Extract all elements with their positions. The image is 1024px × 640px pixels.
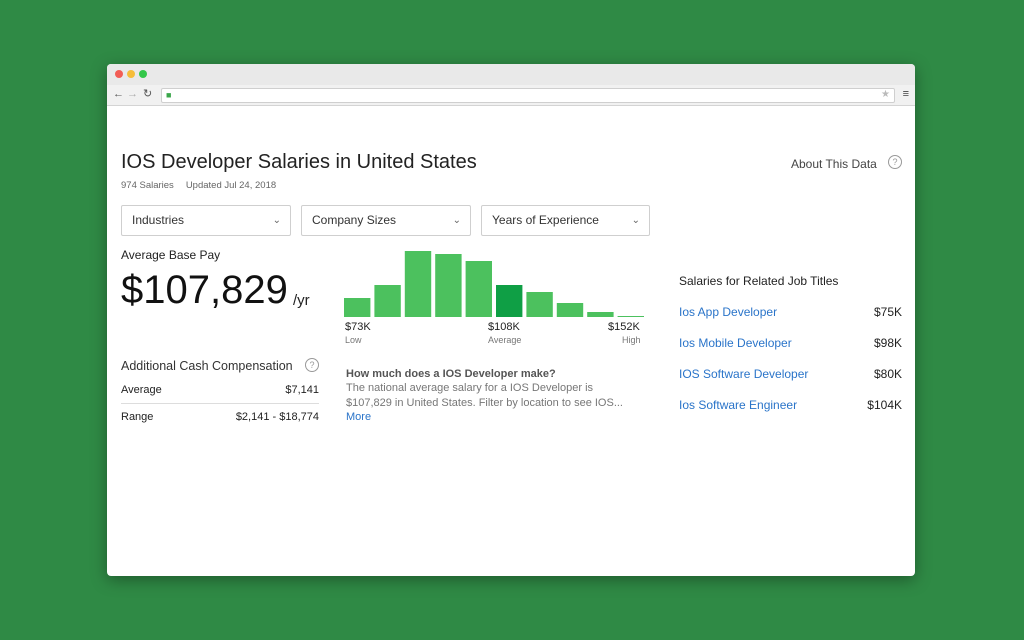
browser-window: ← → ↻ ■ ★ ≡ IOS Developer Salaries in Un… — [107, 64, 915, 576]
tick-low-value: $73K — [345, 321, 371, 333]
related-item-name[interactable]: Ios Mobile Developer — [679, 336, 792, 350]
description-question: How much does a IOS Developer make? — [346, 368, 556, 380]
tick-average-label: Average — [488, 335, 522, 345]
page-subtitle: 974 Salaries Updated Jul 24, 2018 — [121, 180, 288, 191]
industries-dropdown[interactable]: Industries ⌄ — [121, 205, 291, 236]
chevron-down-icon: ⌄ — [272, 215, 281, 226]
histogram-bar — [404, 251, 432, 317]
page-content: IOS Developer Salaries in United States … — [107, 106, 915, 576]
related-item-salary: $75K — [873, 305, 902, 319]
related-item-name[interactable]: Ios Software Engineer — [679, 398, 798, 412]
cash-average-label: Average — [121, 384, 162, 396]
tick-high-value: $152K — [608, 321, 640, 333]
industries-dropdown-label: Industries — [132, 213, 185, 227]
histogram-bar — [435, 254, 462, 317]
years-of-experience-dropdown-label: Years of Experience — [492, 213, 599, 227]
title-bar — [107, 64, 915, 85]
related-item-name[interactable]: Ios App Developer — [679, 305, 778, 319]
company-sizes-dropdown[interactable]: Company Sizes ⌄ — [301, 205, 471, 236]
histogram-bar — [496, 285, 523, 317]
hamburger-menu-icon[interactable]: ≡ — [902, 88, 909, 100]
histogram-bar — [617, 316, 644, 317]
cash-average-row: Average $7,141 — [121, 384, 319, 404]
related-titles-heading: Salaries for Related Job Titles — [679, 274, 839, 288]
related-item[interactable]: Ios App Developer $75K — [679, 305, 902, 319]
tick-high-label: High — [622, 335, 641, 345]
tick-low-label: Low — [345, 335, 362, 345]
cash-help-icon[interactable]: ? — [305, 358, 319, 372]
related-item[interactable]: Ios Software Engineer $104K — [679, 398, 902, 412]
years-of-experience-dropdown[interactable]: Years of Experience ⌄ — [481, 205, 650, 236]
histogram-svg — [344, 251, 644, 317]
chevron-down-icon: ⌄ — [631, 215, 640, 226]
address-bar[interactable]: ■ ★ — [161, 88, 895, 103]
chevron-down-icon: ⌄ — [452, 215, 461, 226]
related-item-name[interactable]: IOS Software Developer — [679, 367, 809, 381]
close-window-button[interactable] — [115, 70, 123, 78]
company-sizes-dropdown-label: Company Sizes — [312, 213, 397, 227]
description-body: The national average salary for a IOS De… — [346, 382, 623, 409]
histogram-bar — [556, 303, 584, 317]
cash-average-value: $7,141 — [285, 384, 319, 396]
about-help-icon[interactable]: ? — [888, 155, 902, 169]
average-base-pay-label: Average Base Pay — [121, 248, 221, 262]
cash-range-value: $2,141 - $18,774 — [235, 411, 319, 423]
tick-average-value: $108K — [488, 321, 520, 333]
browser-toolbar: ← → ↻ ■ ★ ≡ — [107, 85, 915, 106]
cash-range-label: Range — [121, 411, 154, 423]
histogram-bar — [344, 298, 371, 317]
updated-date: Updated Jul 24, 2018 — [185, 180, 277, 191]
more-link[interactable]: More — [346, 411, 372, 423]
average-base-pay-unit: /yr — [293, 292, 310, 309]
lock-icon: ■ — [166, 90, 172, 100]
reload-icon[interactable]: ↻ — [143, 88, 153, 100]
related-item-salary: $80K — [873, 367, 902, 381]
page-title: IOS Developer Salaries in United States — [121, 151, 477, 173]
histogram-bar — [374, 285, 401, 317]
related-item[interactable]: Ios Mobile Developer $98K — [679, 336, 902, 350]
minimize-window-button[interactable] — [127, 70, 135, 78]
back-arrow-icon[interactable]: ← — [113, 88, 124, 100]
related-item[interactable]: IOS Software Developer $80K — [679, 367, 902, 381]
salary-distribution-chart: $73K Low $108K Average $152K High — [344, 247, 644, 359]
related-item-salary: $98K — [873, 336, 902, 350]
cash-range-row: Range $2,141 - $18,774 — [121, 411, 319, 423]
related-item-salary: $104K — [867, 398, 902, 412]
about-this-data-link[interactable]: About This Data — [791, 157, 877, 171]
forward-arrow-icon[interactable]: → — [127, 88, 138, 100]
bookmark-star-icon[interactable]: ★ — [881, 89, 890, 100]
histogram-bar — [465, 261, 492, 317]
histogram-bar — [526, 292, 553, 317]
average-base-pay-value: $107,829 — [121, 268, 288, 312]
additional-cash-label: Additional Cash Compensation — [121, 359, 293, 373]
histogram-bar — [587, 312, 614, 317]
maximize-window-button[interactable] — [139, 70, 147, 78]
salary-count: 974 Salaries — [121, 180, 174, 191]
